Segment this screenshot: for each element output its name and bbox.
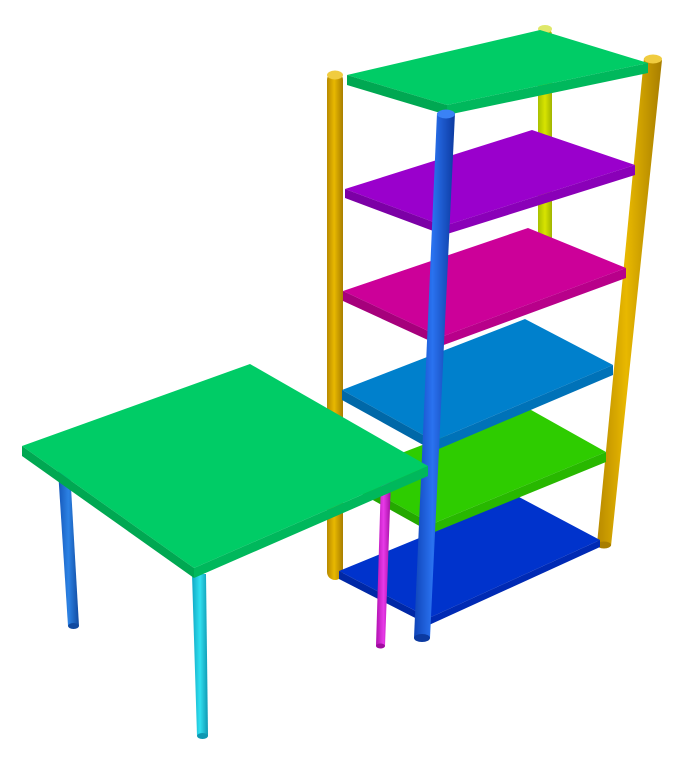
table: [22, 364, 428, 739]
table-leg-front-cyan: [192, 574, 208, 739]
shelf-4-azure: [342, 319, 613, 451]
shelf-1-top-green: [347, 30, 648, 115]
shelving-unit: [327, 25, 662, 642]
table-top-green: [22, 364, 428, 578]
shelf-post-front-blue: [414, 109, 455, 642]
shelf-3-magenta: [343, 228, 626, 346]
table-leg-magenta: [376, 480, 391, 649]
table-leg-left-blue: [58, 470, 79, 629]
shelf-post-right-yellow: [597, 54, 662, 549]
shelf-2-purple: [345, 130, 635, 235]
